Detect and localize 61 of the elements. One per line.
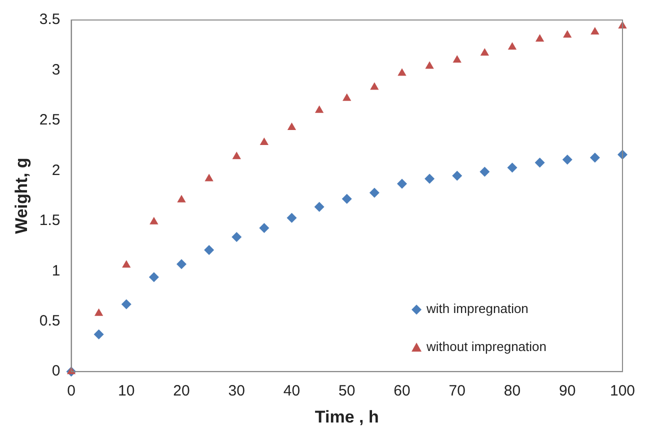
point	[260, 138, 269, 146]
point	[480, 48, 490, 56]
y-tick-label: 3	[52, 61, 60, 78]
legend-label: with impregnation	[426, 301, 528, 316]
point	[480, 166, 490, 177]
x-tick-label: 90	[559, 382, 576, 400]
point	[342, 194, 352, 204]
y-tick-label: 0	[52, 362, 60, 380]
x-tick-label: 100	[610, 382, 635, 400]
point	[314, 105, 324, 113]
point	[370, 82, 379, 90]
x-tick-label: 80	[504, 382, 521, 400]
point	[452, 55, 462, 63]
x-tick-label: 70	[448, 382, 466, 400]
x-tick-label: 0	[67, 382, 76, 400]
point	[94, 308, 104, 316]
point	[452, 170, 462, 181]
point	[398, 68, 406, 76]
y-tick-label: 1	[52, 262, 60, 280]
x-axis-title: Time , h	[314, 407, 379, 426]
point	[177, 194, 186, 202]
point	[590, 152, 600, 163]
y-tick-label: 0.5	[39, 312, 60, 330]
x-tick-label: 40	[283, 382, 300, 400]
point	[121, 299, 132, 310]
point	[396, 178, 407, 189]
point	[342, 93, 352, 101]
point	[286, 212, 297, 223]
point	[314, 202, 324, 212]
point	[94, 329, 104, 340]
y-tick-label: 3.5	[39, 11, 60, 28]
point	[148, 272, 159, 282]
x-tick-label: 20	[173, 382, 190, 400]
x-tick-label: 50	[338, 382, 356, 400]
point	[232, 152, 241, 160]
point	[122, 260, 131, 268]
point	[425, 61, 434, 69]
point	[508, 42, 517, 50]
point	[204, 174, 214, 182]
point	[507, 162, 518, 173]
point	[535, 34, 544, 42]
point	[232, 232, 242, 242]
y-tick-label: 2	[52, 162, 60, 179]
y-tick-label: 1.5	[39, 212, 60, 230]
point	[204, 245, 214, 256]
point	[563, 30, 572, 38]
point	[534, 158, 545, 168]
point	[562, 154, 572, 165]
point	[369, 188, 380, 198]
x-tick-label: 60	[394, 382, 410, 400]
x-tick-label: 10	[118, 382, 135, 400]
x-tick-label: 30	[228, 382, 245, 400]
y-tick-label: 2.5	[39, 112, 60, 129]
point	[424, 174, 435, 184]
y-axis-title: Weight, g	[12, 158, 31, 234]
point	[259, 222, 270, 233]
legend-label: without impregnation	[426, 339, 546, 354]
point	[590, 27, 600, 35]
point	[287, 122, 296, 130]
point	[176, 259, 186, 270]
point	[150, 216, 158, 224]
